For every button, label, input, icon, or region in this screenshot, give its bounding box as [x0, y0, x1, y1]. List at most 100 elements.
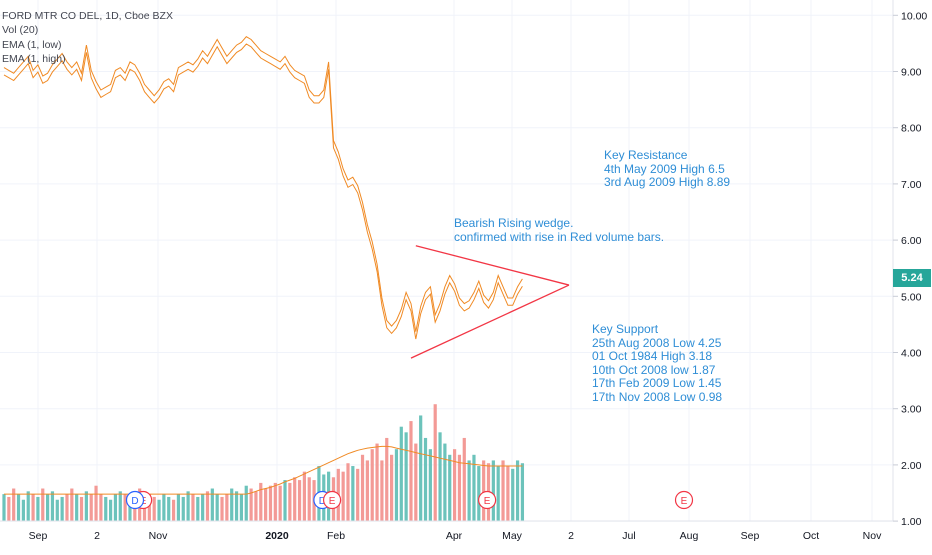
volume-bar — [210, 488, 214, 521]
volume-bar — [356, 468, 360, 521]
volume-bar — [46, 494, 50, 521]
earnings-marker[interactable] — [478, 490, 497, 510]
volume-bar — [297, 480, 302, 521]
volume-bar — [26, 491, 30, 521]
volume-bar — [254, 491, 258, 521]
volume-bar — [176, 494, 181, 521]
volume-bar — [438, 432, 442, 521]
y-tick-label: 6.00 — [901, 235, 922, 247]
volume-bar — [220, 496, 224, 521]
volume-bar — [244, 485, 248, 521]
volume-bar — [2, 494, 6, 521]
y-tick-label: 8.00 — [901, 123, 922, 135]
legend-ema-high: EMA (1, high) — [2, 52, 66, 65]
grid — [0, 0, 893, 522]
volume-bar — [496, 466, 500, 521]
volume-bar — [16, 494, 21, 521]
x-tick-label: Nov — [863, 530, 882, 542]
volume-bar — [293, 477, 297, 521]
volume-bar — [370, 449, 374, 521]
volume-bar — [399, 426, 403, 521]
volume-bar — [21, 499, 25, 521]
volume-bar — [162, 494, 166, 521]
volume-bar — [152, 496, 156, 521]
marker-label: D — [319, 496, 326, 507]
volume-bar — [501, 460, 505, 521]
volume-bar — [215, 494, 219, 521]
volume-bar — [171, 499, 176, 521]
volume-bar — [7, 496, 11, 521]
volume-bar — [302, 471, 306, 521]
volume-bar — [457, 454, 462, 521]
volume-bar — [428, 449, 432, 521]
x-tick-label: Aug — [680, 530, 699, 542]
volume-bar — [239, 494, 244, 521]
earnings-marker[interactable] — [674, 490, 694, 510]
volume-bar — [414, 443, 418, 521]
volume-bar — [511, 468, 515, 521]
legend-title: FORD MTR CO DEL, 1D, Cboe BZX — [2, 10, 173, 22]
y-tick-label: 3.00 — [901, 404, 922, 416]
volume-bar — [423, 437, 428, 521]
volume-bar — [191, 494, 195, 521]
volume-bar — [477, 466, 481, 521]
x-tick-label: Jul — [622, 530, 635, 542]
resistance-annotation: Key Resistance 4th May 2009 High 6.5 3rd… — [604, 148, 731, 190]
price-axis: 10.00 9.00 8.00 7.00 6.00 5.00 4.00 3.00 2.00 1.0… — [893, 10, 927, 528]
volume-bar — [70, 488, 74, 521]
volume-bar — [230, 488, 234, 521]
volume-bar — [283, 480, 287, 521]
earnings-marker[interactable] — [322, 490, 342, 510]
volume-bar — [448, 454, 452, 521]
volume-bar — [79, 496, 84, 521]
volume-bar — [249, 488, 253, 521]
x-tick-label: Apr — [446, 530, 463, 542]
volume-bar — [84, 491, 88, 521]
volume-bar — [113, 494, 118, 521]
volume-bar — [351, 466, 355, 521]
y-tick-label: 4.00 — [901, 348, 922, 360]
last-price-badge: 5.24 — [893, 269, 931, 287]
volume-bar — [123, 494, 127, 521]
volume-bar — [515, 460, 520, 521]
legend-vol: Vol (20) — [2, 24, 39, 37]
volume-bar — [234, 491, 239, 521]
volume-bar — [394, 449, 399, 521]
volume-bar — [278, 485, 282, 521]
volume-ma-line — [4, 445, 523, 495]
x-tick-label: May — [502, 530, 523, 542]
dividend-marker — [125, 490, 145, 510]
volume-bar — [443, 443, 447, 521]
volume-bar — [186, 491, 190, 521]
marker-label: E — [484, 496, 491, 507]
ema-low-line — [3, 43, 523, 340]
x-tick-label: Sep — [29, 530, 48, 542]
y-tick-label: 7.00 — [901, 179, 922, 191]
volume-bar — [55, 499, 59, 521]
x-tick-label: 2 — [94, 530, 100, 542]
chart-legend: FORD MTR CO DEL, 1D, Cboe BZX Vol (20) E… — [2, 9, 173, 66]
volume-ma — [4, 445, 523, 495]
volume-bar — [41, 488, 45, 521]
volume-bar — [462, 437, 466, 521]
volume-bar — [108, 499, 113, 521]
volume-bar — [104, 496, 108, 521]
support-annotation: Key Support 25th Aug 2008 Low 4.25 01 Oc… — [592, 322, 723, 404]
volume-bar — [380, 460, 384, 521]
volume-bar — [346, 463, 350, 521]
volume-bar — [375, 443, 379, 521]
volume-bar — [409, 421, 413, 521]
volume-bar — [89, 494, 93, 521]
volume-bar — [452, 449, 457, 521]
marker-label: E — [329, 496, 336, 507]
volume-bar — [341, 471, 345, 521]
volume-bar — [50, 491, 55, 521]
volume-bar — [94, 485, 98, 521]
legend-ema-low: EMA (1, low) — [2, 38, 62, 51]
marker-label: E — [681, 496, 688, 507]
y-tick-label: 1.00 — [901, 516, 922, 528]
volume-bar — [307, 477, 311, 521]
ema-high-line — [3, 36, 523, 332]
